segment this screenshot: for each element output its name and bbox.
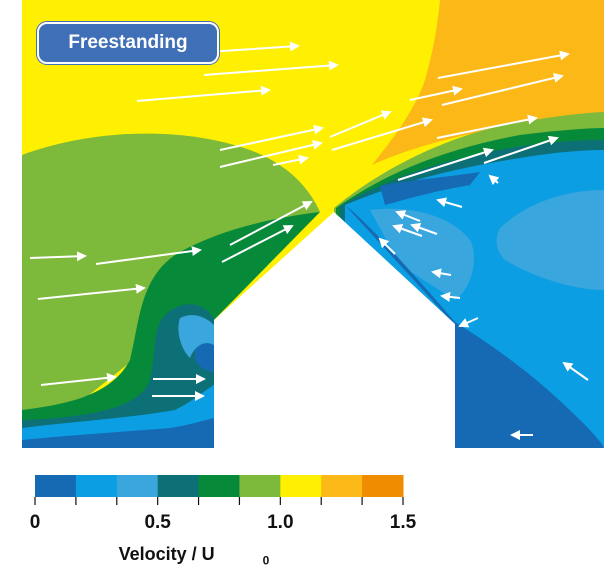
colorbar-swatch xyxy=(321,475,363,497)
colorbar-tick-label: 0.5 xyxy=(144,512,171,533)
colorbar-swatch xyxy=(35,475,77,497)
colorbar-swatch xyxy=(280,475,322,497)
zone-lightblue-patch xyxy=(496,190,604,290)
colorbar-tick-label: 1.5 xyxy=(389,512,417,533)
colorbar-swatch xyxy=(239,475,281,497)
freestanding-badge: Freestanding xyxy=(37,22,219,64)
colorbar-swatch xyxy=(116,475,159,497)
flow-arrows xyxy=(29,41,589,440)
zone-darkblue-left-bottom xyxy=(22,418,214,448)
colorbar-swatch xyxy=(75,475,118,497)
colorbar-swatch xyxy=(362,475,404,497)
zone-blue-left-pocket xyxy=(178,315,214,358)
zone-darkblue-wake-edge xyxy=(380,172,480,205)
zone-darkblue-left-pocket xyxy=(195,341,214,372)
colorbar-tick-label: 0 xyxy=(29,512,41,533)
colorbar xyxy=(35,475,404,497)
colorbar-swatch xyxy=(198,475,240,497)
colorbar-ticks xyxy=(34,497,404,505)
colorbar-title-main: Velocity / U xyxy=(118,544,215,564)
zone-darkblue-wake xyxy=(345,205,604,448)
colorbar-title-subscript: 0 xyxy=(262,553,270,568)
house-obstacle xyxy=(214,212,455,448)
flow-field xyxy=(22,0,604,448)
colorbar-swatch xyxy=(157,475,200,497)
colorbar-tick-label: 1.0 xyxy=(267,512,294,533)
